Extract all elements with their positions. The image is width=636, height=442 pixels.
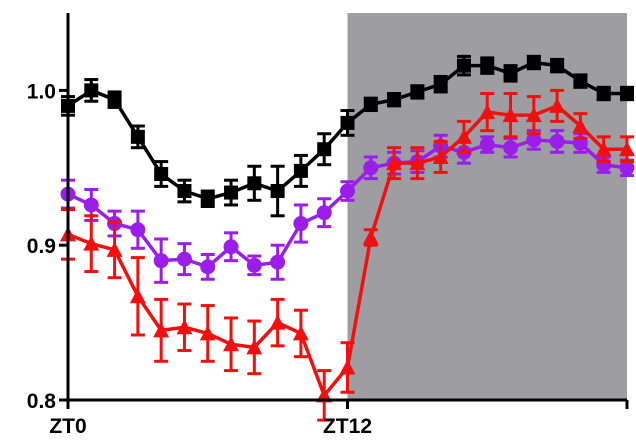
data-point-triangle (479, 104, 496, 120)
data-point-circle (270, 254, 286, 270)
data-point-triangle (386, 155, 403, 171)
data-point-square (84, 83, 99, 98)
data-point-square (526, 55, 541, 70)
data-point-triangle (572, 118, 589, 134)
data-point-square (270, 184, 285, 199)
data-point-triangle (129, 288, 146, 304)
data-point-circle (316, 205, 332, 221)
data-point-square (107, 92, 122, 107)
data-point-square (456, 58, 471, 73)
data-point-circle (293, 216, 309, 232)
data-point-circle (200, 259, 216, 275)
y-tick-label: 0.8 (27, 390, 57, 413)
data-point-triangle (246, 339, 263, 355)
data-point-triangle (106, 241, 123, 257)
data-point-square (573, 74, 588, 89)
series-layer (60, 54, 635, 422)
data-point-triangle (525, 107, 542, 123)
data-point-square (340, 115, 355, 130)
data-point-square (620, 86, 634, 101)
data-point-square (154, 166, 169, 181)
data-point-square (177, 184, 192, 199)
data-point-triangle (409, 155, 426, 171)
data-point-circle (479, 137, 495, 153)
data-point-circle (619, 160, 635, 176)
data-point-circle (130, 222, 146, 238)
data-point-triangle (339, 359, 356, 375)
data-point-triangle (223, 336, 240, 352)
data-point-triangle (292, 325, 309, 341)
data-point-circle (503, 140, 519, 156)
data-point-triangle (83, 235, 100, 251)
data-point-triangle (595, 141, 612, 157)
x-tick-label: ZT0 (49, 415, 86, 438)
data-point-triangle (549, 97, 566, 113)
data-point-square (363, 97, 378, 112)
data-point-square (200, 191, 215, 206)
y-tick-label: 1.0 (27, 80, 56, 103)
data-point-circle (153, 253, 169, 269)
data-point-square (503, 66, 518, 81)
data-point-triangle (455, 128, 472, 144)
data-point-triangle (619, 141, 635, 157)
data-point-circle (246, 257, 262, 273)
x-tick-label: ZT12 (323, 415, 372, 438)
data-point-circle (83, 197, 99, 213)
data-point-square (480, 58, 495, 73)
data-point-triangle (199, 325, 216, 341)
data-point-square (247, 176, 262, 191)
data-point-square (224, 185, 239, 200)
data-point-circle (223, 239, 239, 255)
data-point-triangle (153, 322, 170, 338)
data-point-square (387, 92, 402, 107)
data-point-circle (176, 251, 192, 267)
data-point-triangle (432, 148, 449, 164)
data-point-square (130, 129, 145, 144)
data-point-triangle (362, 229, 379, 245)
data-point-triangle (176, 319, 193, 335)
data-point-triangle (269, 314, 286, 330)
y-tick-label: 0.9 (27, 235, 56, 258)
data-point-circle (363, 160, 379, 176)
data-point-square (293, 163, 308, 178)
data-point-square (433, 77, 448, 92)
series-square (61, 54, 634, 218)
data-point-circle (549, 133, 565, 149)
data-point-circle (340, 183, 355, 199)
data-point-square (410, 84, 425, 99)
data-point-square (550, 58, 565, 73)
data-point-square (596, 86, 611, 101)
data-point-triangle (502, 107, 519, 123)
series-triangle (60, 88, 635, 422)
data-point-circle (526, 132, 542, 148)
data-point-square (317, 142, 332, 157)
